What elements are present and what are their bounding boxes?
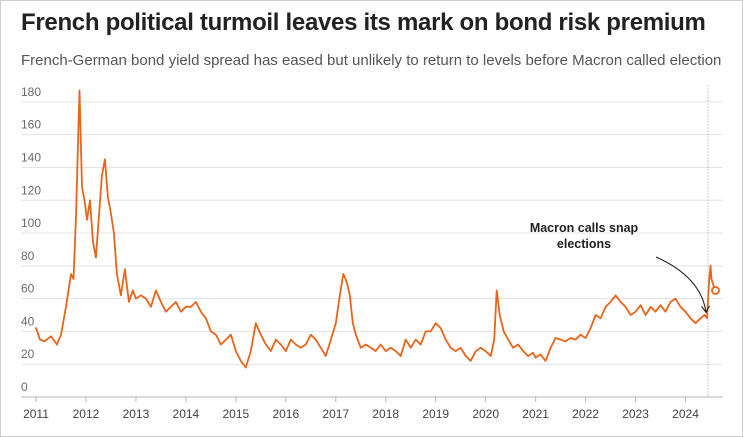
annotation-text-line: elections xyxy=(557,237,611,251)
y-axis-tick-labels: 0 20 40 60 80 100 120 140 160 180 xyxy=(21,85,41,394)
chart-subtitle: French-German bond yield spread has ease… xyxy=(21,52,722,69)
x-tick-label: 2018 xyxy=(372,407,399,421)
x-tick-label: 2014 xyxy=(173,407,200,421)
x-tick-label: 2011 xyxy=(23,407,49,421)
latest-value-marker xyxy=(711,286,720,295)
x-tick-label: 2023 xyxy=(622,407,649,421)
x-tick-label: 2019 xyxy=(422,407,449,421)
x-axis-tick-labels: 2011 2012 2013 2014 2015 2016 2017 2018 2019 2020… xyxy=(23,397,699,421)
y-tick-label: 0 xyxy=(21,380,28,394)
chart-title: French political turmoil leaves its mark… xyxy=(21,9,706,36)
spread-series xyxy=(35,89,720,369)
x-tick-label: 2021 xyxy=(522,407,549,421)
y-tick-label: 180 xyxy=(21,85,41,99)
x-tick-label: 2020 xyxy=(472,407,499,421)
y-tick-label: 160 xyxy=(21,118,41,132)
annotation-arrow-head xyxy=(701,305,710,314)
grid-lines xyxy=(21,85,723,398)
y-tick-label: 140 xyxy=(21,150,41,164)
y-tick-label: 80 xyxy=(21,249,35,263)
x-tick-label: 2015 xyxy=(222,407,249,421)
annotation-arrow-line xyxy=(655,256,707,313)
y-tick-label: 60 xyxy=(21,282,35,296)
x-tick-label: 2016 xyxy=(272,407,299,421)
y-tick-label: 40 xyxy=(21,314,35,328)
spread-series-line xyxy=(35,89,717,369)
x-tick-label: 2024 xyxy=(672,407,699,421)
y-tick-label: 20 xyxy=(21,347,35,361)
x-tick-label: 2012 xyxy=(73,407,100,421)
x-tick-label: 2017 xyxy=(322,407,349,421)
y-tick-label: 120 xyxy=(21,183,41,197)
x-tick-label: 2022 xyxy=(572,407,599,421)
annotation-group: Macron calls snap elections xyxy=(530,221,710,314)
x-tick-label: 2013 xyxy=(123,407,150,421)
y-tick-label: 100 xyxy=(21,216,41,230)
annotation-text-line: Macron calls snap xyxy=(530,221,639,235)
